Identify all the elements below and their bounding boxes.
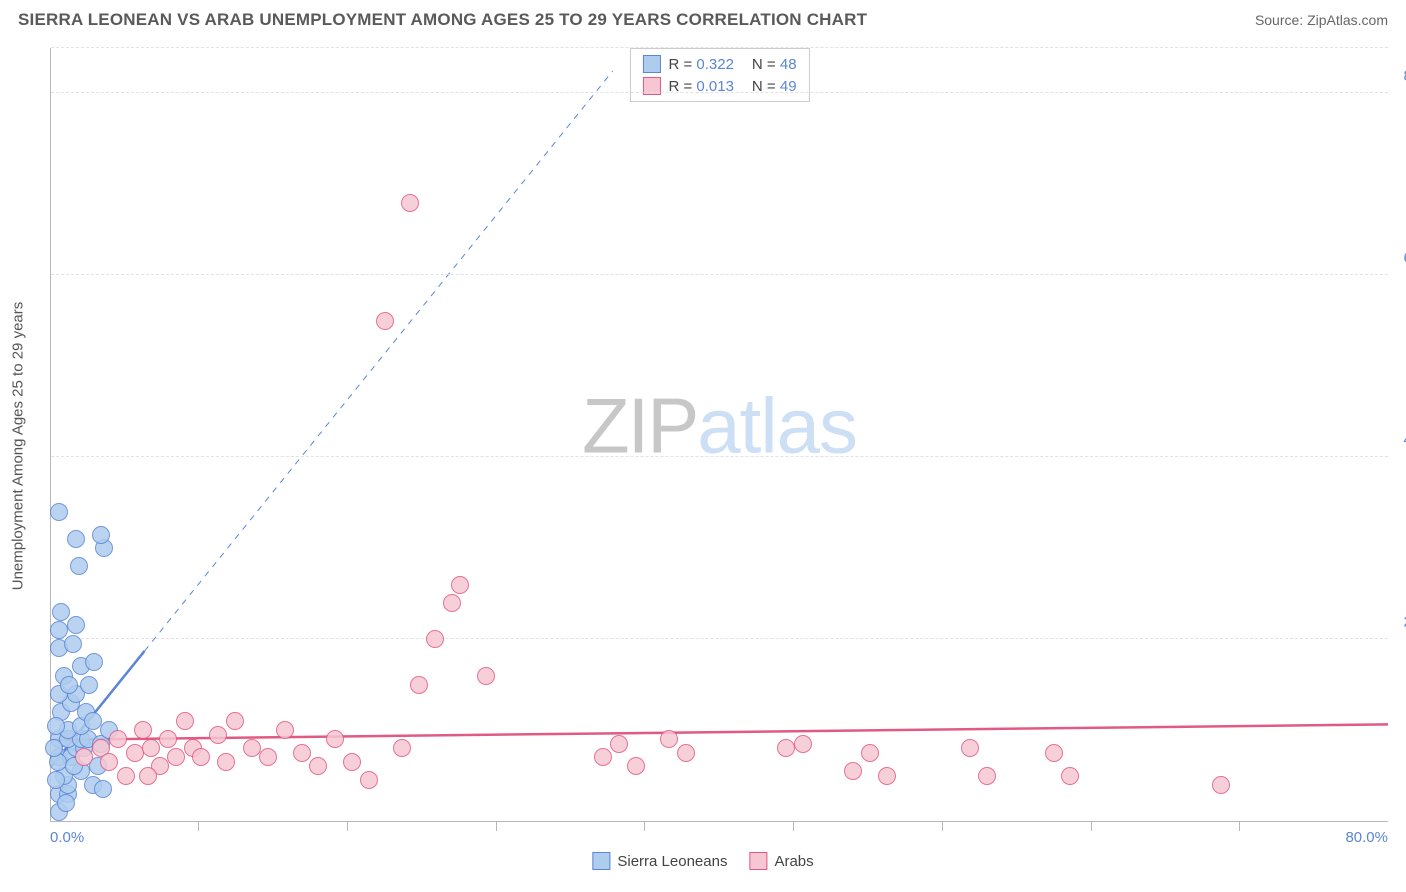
data-point (1212, 776, 1230, 794)
gridline (51, 456, 1388, 457)
data-point (45, 739, 63, 757)
data-point (100, 753, 118, 771)
data-point (443, 594, 461, 612)
data-point (343, 753, 361, 771)
data-point (610, 735, 628, 753)
data-point (878, 767, 896, 785)
x-tick (942, 821, 943, 831)
stats-row: R = 0.322N = 48 (642, 53, 796, 75)
data-point (259, 748, 277, 766)
data-point (627, 757, 645, 775)
data-point (50, 621, 68, 639)
data-point (660, 730, 678, 748)
data-point (376, 312, 394, 330)
x-tick (1239, 821, 1240, 831)
data-point (209, 726, 227, 744)
gridline (51, 274, 1388, 275)
data-point (961, 739, 979, 757)
legend-swatch (749, 852, 767, 870)
data-point (60, 676, 78, 694)
data-point (84, 712, 102, 730)
data-point (401, 194, 419, 212)
data-point (243, 739, 261, 757)
data-point (52, 603, 70, 621)
data-point (477, 667, 495, 685)
data-point (85, 653, 103, 671)
watermark: ZIPatlas (582, 380, 857, 471)
data-point (47, 771, 65, 789)
data-point (226, 712, 244, 730)
data-point (861, 744, 879, 762)
x-tick (793, 821, 794, 831)
data-point (64, 635, 82, 653)
data-point (50, 503, 68, 521)
data-point (117, 767, 135, 785)
legend: Sierra Leoneans Arabs (592, 852, 813, 870)
x-tick (644, 821, 645, 831)
x-tick (347, 821, 348, 831)
legend-swatch (642, 55, 660, 73)
data-point (67, 616, 85, 634)
x-axis-tick-0: 0.0% (50, 829, 84, 846)
stats-box: R = 0.322N = 48R = 0.013N = 49 (629, 48, 809, 102)
data-point (80, 676, 98, 694)
y-axis-label: Unemployment Among Ages 25 to 29 years (10, 302, 27, 591)
data-point (70, 557, 88, 575)
data-point (126, 744, 144, 762)
data-point (978, 767, 996, 785)
data-point (276, 721, 294, 739)
data-point (410, 676, 428, 694)
stats-row: R = 0.013N = 49 (642, 75, 796, 97)
chart-title: SIERRA LEONEAN VS ARAB UNEMPLOYMENT AMON… (18, 10, 867, 30)
data-point (176, 712, 194, 730)
data-point (217, 753, 235, 771)
data-point (293, 744, 311, 762)
data-point (67, 530, 85, 548)
data-point (134, 721, 152, 739)
data-point (75, 748, 93, 766)
gridline (51, 47, 1388, 48)
chart-plot-area: ZIPatlas R = 0.322N = 48R = 0.013N = 49 … (50, 48, 1388, 822)
source-label: Source: ZipAtlas.com (1255, 12, 1388, 28)
x-tick (1091, 821, 1092, 831)
x-axis-tick-80: 80.0% (1345, 829, 1388, 846)
x-tick (198, 821, 199, 831)
data-point (451, 576, 469, 594)
data-point (109, 730, 127, 748)
legend-swatch (592, 852, 610, 870)
data-point (426, 630, 444, 648)
data-point (47, 717, 65, 735)
legend-item: Sierra Leoneans (592, 852, 727, 870)
data-point (92, 526, 110, 544)
trend-line (51, 724, 1388, 739)
data-point (159, 730, 177, 748)
data-point (844, 762, 862, 780)
data-point (777, 739, 795, 757)
data-point (794, 735, 812, 753)
data-point (142, 739, 160, 757)
data-point (57, 794, 75, 812)
x-tick (496, 821, 497, 831)
legend-item: Arabs (749, 852, 813, 870)
data-point (192, 748, 210, 766)
data-point (360, 771, 378, 789)
gridline (51, 92, 1388, 93)
trend-line-dash (145, 71, 613, 651)
data-point (677, 744, 695, 762)
data-point (167, 748, 185, 766)
data-point (393, 739, 411, 757)
gridline (51, 638, 1388, 639)
data-point (1045, 744, 1063, 762)
data-point (94, 780, 112, 798)
data-point (594, 748, 612, 766)
data-point (326, 730, 344, 748)
trend-lines-layer (51, 48, 1388, 821)
data-point (1061, 767, 1079, 785)
data-point (309, 757, 327, 775)
data-point (139, 767, 157, 785)
